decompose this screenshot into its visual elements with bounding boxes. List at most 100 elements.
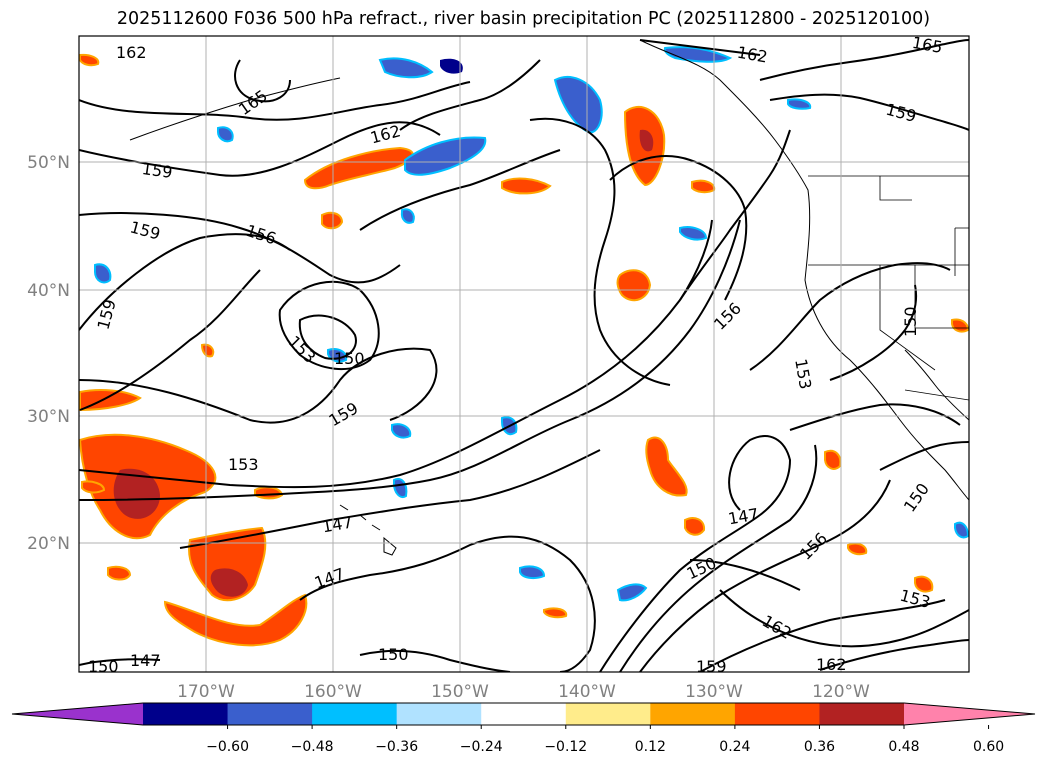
precip-positive-area	[824, 449, 842, 470]
contour-line	[79, 81, 471, 121]
precip-negative-area	[616, 583, 648, 602]
lon-label-130w: 130°W	[685, 682, 743, 702]
precip-positive-area	[200, 343, 215, 358]
precip-negative-area	[391, 423, 412, 439]
latitude-labels: 50°N 40°N 30°N 20°N	[27, 153, 70, 554]
precip-positive-area	[914, 575, 934, 593]
precip-positive-area	[543, 607, 568, 619]
colorbar-outline	[11, 702, 1036, 726]
lon-label-120w: 120°W	[812, 682, 870, 702]
north-america-coastline	[904, 349, 969, 421]
colorbar-extend-high	[904, 703, 1035, 725]
precip-negative-core	[440, 58, 463, 74]
precip-positive-area	[79, 53, 100, 67]
lon-label-170w: 170°W	[177, 682, 235, 702]
colorbar-tick-label: −0.12	[544, 739, 587, 755]
gridlines	[79, 36, 969, 672]
contour-line	[79, 658, 161, 666]
contour-line	[829, 284, 918, 381]
contour-line	[689, 559, 801, 591]
precip-positive-core	[113, 468, 160, 519]
contour-line	[599, 435, 792, 672]
contour-line	[639, 479, 891, 672]
colorbar-tick-label: −0.48	[291, 739, 334, 755]
contour-line	[769, 93, 969, 131]
precip-negative-area	[217, 126, 234, 143]
contour-line	[359, 149, 561, 231]
state-borders	[808, 175, 969, 401]
contour-line	[234, 59, 291, 103]
contour-line	[819, 639, 969, 671]
precip-positive-area	[616, 269, 652, 302]
precip-negative-area	[787, 98, 812, 110]
contour-line	[879, 441, 969, 471]
mexico-border	[904, 389, 969, 401]
lon-label-140w: 140°W	[558, 682, 616, 702]
contour-label: 165	[911, 33, 944, 57]
contour-line	[719, 589, 969, 648]
colorbar-segment	[819, 703, 905, 725]
contour-line	[79, 269, 261, 411]
colorbar-tick-label: −0.60	[206, 739, 249, 755]
contour-label: 162	[816, 655, 847, 674]
precip-positive-area	[107, 565, 132, 581]
state-border	[808, 176, 969, 371]
contour-label: 159	[696, 657, 727, 676]
lat-label-20n: 20°N	[27, 534, 70, 554]
contour-line	[299, 535, 596, 672]
contour-label: 150	[378, 645, 409, 664]
colorbar-segment	[565, 703, 651, 725]
colorbar-segment	[227, 703, 313, 725]
precip-negative-area	[679, 226, 708, 241]
colorbar: −0.60 −0.48 −0.36 −0.24 −0.12 0.12 0.24 0.36 0.4…	[11, 702, 1036, 755]
colorbar-tick-label: 0.36	[804, 739, 835, 755]
contour-label: 150	[88, 657, 119, 676]
lat-label-50n: 50°N	[27, 153, 70, 173]
hawaii-islands	[339, 504, 397, 556]
precip-negative-area	[553, 75, 603, 134]
contour-line	[79, 219, 713, 489]
precip-positive-area	[645, 436, 688, 497]
lon-label-150w: 150°W	[431, 682, 489, 702]
colorbar-tick-label: −0.24	[460, 739, 503, 755]
precip-positive-area	[163, 593, 308, 647]
precip-positive-area	[79, 389, 142, 412]
precip-positive-core	[210, 568, 248, 597]
colorbar-tick-label: 0.48	[888, 739, 919, 755]
precip-positive-area	[254, 486, 284, 500]
lat-label-30n: 30°N	[27, 407, 70, 427]
precip-positive-area	[321, 211, 344, 230]
precip-positive-area	[303, 146, 414, 190]
precip-negative-area	[94, 263, 112, 284]
colorbar-segment	[396, 703, 482, 725]
precip-negative-area	[404, 136, 487, 176]
refractivity-contours	[79, 39, 969, 672]
map-title: 2025112600 F036 500 hPa refract., river …	[116, 9, 931, 29]
colorbar-segment	[143, 703, 229, 725]
precip-shading	[79, 46, 969, 647]
contour-label: 150	[901, 306, 920, 337]
contour-label: 153	[228, 455, 259, 474]
precip-positive-area	[501, 177, 552, 195]
contour-label: 150	[334, 349, 365, 368]
colorbar-extend-low	[12, 703, 143, 725]
contour-line	[298, 314, 357, 360]
contour-line	[789, 403, 961, 431]
aleutian-islands	[129, 77, 341, 141]
colorbar-segment	[312, 703, 398, 725]
contour-line	[609, 155, 748, 301]
colorbar-tick-label: 0.12	[635, 739, 666, 755]
colorbar-segment	[734, 703, 820, 725]
contour-line	[79, 347, 438, 424]
precip-negative-area	[400, 208, 415, 224]
colorbar-tick-label: 0.24	[719, 739, 750, 755]
contour-line	[529, 117, 671, 386]
contour-line	[179, 449, 601, 549]
colorbar-tick-label: 0.60	[973, 739, 1004, 755]
contour-line	[759, 39, 969, 81]
lon-label-160w: 160°W	[304, 682, 362, 702]
contour-label: 162	[116, 43, 147, 62]
colorbar-segment	[481, 703, 567, 725]
contour-line	[639, 39, 761, 56]
contour-line	[79, 121, 441, 177]
